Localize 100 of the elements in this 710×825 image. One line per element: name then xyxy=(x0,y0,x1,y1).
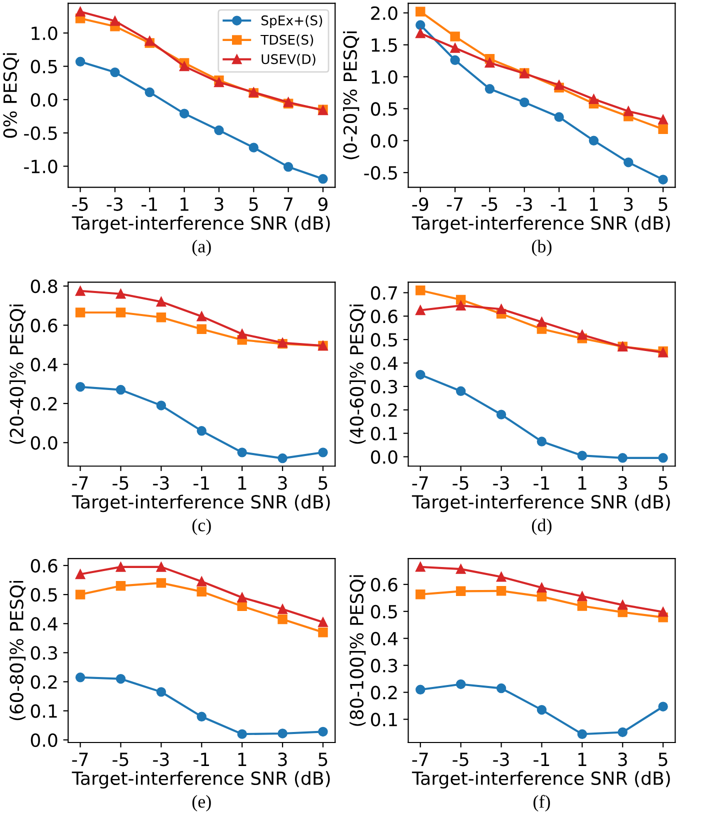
point xyxy=(658,174,668,184)
x-tick-label: 1 xyxy=(578,476,586,490)
y-tick-label: -0.5 xyxy=(24,126,57,140)
point xyxy=(520,97,530,108)
point xyxy=(658,607,668,617)
y-axis-title: (80-100]% PESQi xyxy=(350,575,366,726)
y-tick-label: 0.2 xyxy=(371,403,397,417)
y-tick-label: -1.0 xyxy=(24,160,58,174)
x-tick-label: -7 xyxy=(72,476,88,490)
text: (c) xyxy=(192,518,211,536)
x-tick-label: 1 xyxy=(180,198,188,211)
x-tick-label: 1 xyxy=(238,752,246,766)
point xyxy=(237,329,247,339)
x-tick-label: -3 xyxy=(516,197,532,211)
y-tick-label: 0.6 xyxy=(371,578,398,592)
y-tick-label: 0.6 xyxy=(371,310,398,324)
point xyxy=(554,80,564,90)
point xyxy=(116,308,126,318)
point xyxy=(456,564,466,574)
point xyxy=(416,285,426,296)
y-axis-title: (40-60]% PESQi xyxy=(350,304,366,444)
x-tick-label: -5 xyxy=(482,198,498,211)
point xyxy=(196,576,206,586)
y-tick-label: 0.6 xyxy=(30,558,58,573)
point xyxy=(278,453,288,464)
point xyxy=(416,20,426,30)
y-tick-label: 0.4 xyxy=(30,617,58,631)
point xyxy=(536,436,547,446)
point xyxy=(456,300,466,310)
point xyxy=(658,702,668,712)
point xyxy=(536,317,547,327)
y-tick-label: 0.6 xyxy=(30,318,58,332)
point xyxy=(75,672,86,682)
point xyxy=(658,124,668,134)
point xyxy=(577,330,588,340)
point xyxy=(496,304,506,314)
x-tick-label: 1 xyxy=(238,476,246,490)
x-axis-title: Target-interference SNR (dB) xyxy=(72,494,330,512)
x-tick-label: -3 xyxy=(106,197,123,211)
y-tick-label: 0.3 xyxy=(30,646,57,660)
point xyxy=(496,586,506,596)
point xyxy=(116,580,126,591)
x-tick-label: -5 xyxy=(72,198,88,211)
point xyxy=(536,582,547,593)
point xyxy=(588,94,599,104)
point xyxy=(416,562,426,572)
y-tick-label: 0.0 xyxy=(30,733,58,747)
y-tick-label: 0.1 xyxy=(371,712,397,726)
point xyxy=(237,729,247,739)
y-tick-label: 0.2 xyxy=(371,686,397,700)
point xyxy=(248,142,259,152)
point xyxy=(577,450,588,460)
point xyxy=(577,591,588,602)
point xyxy=(196,712,206,722)
y-axis-title: (20-40]% PESQi xyxy=(9,304,26,444)
point xyxy=(456,386,466,396)
point xyxy=(536,705,547,715)
y-tick-label: 0.5 xyxy=(30,60,57,74)
point xyxy=(179,61,190,72)
legend-label: TDSE(S) xyxy=(260,34,314,46)
y-tick-label: 0.4 xyxy=(371,356,398,370)
y-tick-label: 0.0 xyxy=(371,450,398,464)
x-tick-label: -5 xyxy=(452,752,468,766)
point xyxy=(450,43,460,53)
x-tick-label: 7 xyxy=(284,198,293,211)
point xyxy=(618,453,628,463)
point xyxy=(456,679,466,690)
y-axis-title: (0-20]% PESQi xyxy=(343,32,360,160)
point xyxy=(658,453,668,463)
point xyxy=(237,601,247,612)
x-axis-title: Target-interference SNR (dB) xyxy=(412,771,670,789)
point xyxy=(75,308,86,318)
point xyxy=(278,728,288,738)
x-tick-label: -3 xyxy=(493,476,509,490)
y-tick-label: 0.3 xyxy=(371,658,398,672)
point xyxy=(416,370,426,380)
point xyxy=(196,324,206,334)
point xyxy=(536,592,547,602)
x-axis-title: Target-interference SNR (dB) xyxy=(72,771,330,789)
point xyxy=(156,578,166,588)
x-tick-label: 3 xyxy=(278,476,287,490)
y-tick-label: 0.2 xyxy=(30,396,57,411)
x-tick-label: -3 xyxy=(153,752,169,766)
x-tick-label: 5 xyxy=(318,476,328,490)
x-tick-label: 3 xyxy=(278,752,287,766)
y-tick-label: 0.8 xyxy=(30,280,58,294)
x-tick-label: -9 xyxy=(412,197,428,211)
y-tick-label: 0.5 xyxy=(371,333,397,347)
point xyxy=(116,562,126,572)
point xyxy=(110,16,120,26)
y-tick-label: 1.0 xyxy=(32,26,58,40)
point xyxy=(156,687,166,697)
point xyxy=(75,56,86,67)
x-tick-label: 1 xyxy=(590,198,598,211)
x-tick-label: -3 xyxy=(493,752,509,766)
point xyxy=(618,727,628,738)
y-tick-label: 0.5 xyxy=(371,604,397,619)
point xyxy=(577,601,588,611)
point xyxy=(75,569,86,580)
x-tick-label: -1 xyxy=(142,198,157,211)
